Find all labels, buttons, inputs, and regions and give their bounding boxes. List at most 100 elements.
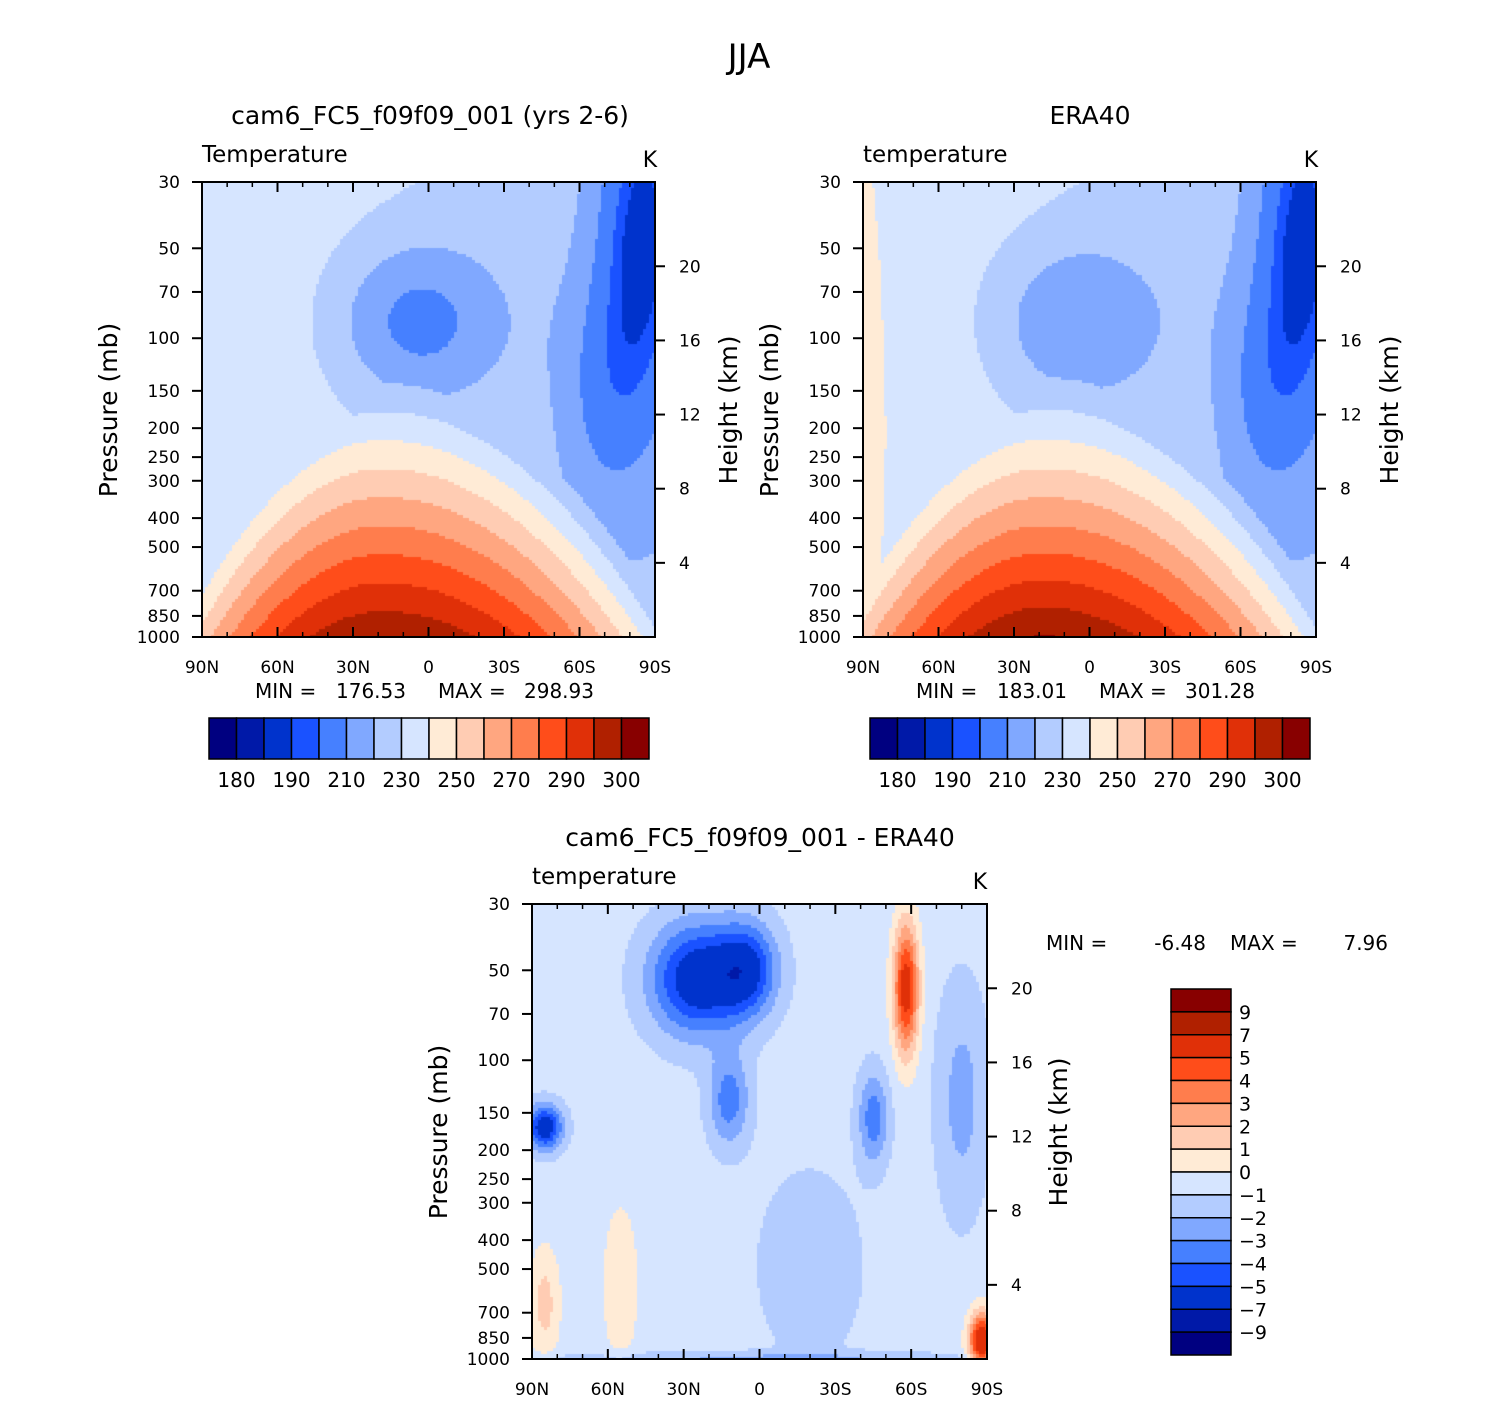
colorbar-label: 270 <box>1153 768 1191 792</box>
colorbar-label: 230 <box>382 768 420 792</box>
colorbar-swatch <box>1170 1194 1232 1219</box>
colorbar-label: 180 <box>217 768 255 792</box>
y-tick-label: 850 <box>478 1329 510 1349</box>
colorbar-swatch <box>1170 1102 1232 1127</box>
y-tick-label: 250 <box>478 1170 510 1190</box>
colorbar-swatch <box>1170 1011 1232 1036</box>
y-tick-label: 150 <box>148 382 180 402</box>
y-tick-label: 30 <box>819 173 841 193</box>
colorbar-swatch <box>1089 717 1119 760</box>
y-tick-label: 850 <box>809 607 841 627</box>
colorbar-label: 5 <box>1239 1048 1251 1070</box>
colorbar-swatch <box>979 717 1009 760</box>
colorbar-swatch <box>1170 1171 1232 1196</box>
y-right-tick-label: 4 <box>679 554 690 574</box>
y-tick-label: 700 <box>478 1304 510 1324</box>
colorbar-label: 290 <box>1208 768 1246 792</box>
colorbar-swatch <box>1034 717 1064 760</box>
y-tick-label: 200 <box>148 419 180 439</box>
colorbar-label: −3 <box>1239 1231 1267 1253</box>
x-tick-label: 30S <box>488 658 520 678</box>
colorbar-swatch <box>924 717 954 760</box>
colorbar-label: −7 <box>1239 1299 1267 1321</box>
panel-difference: cam6_FC5_f09f09_001 - ERA40 temperature … <box>424 823 1388 1400</box>
colorbar-label: −1 <box>1239 1185 1267 1207</box>
field-label: Temperature <box>201 142 348 168</box>
y-right-tick-label: 16 <box>1340 331 1362 351</box>
colorbar-label: 190 <box>272 768 310 792</box>
colorbar-label: −4 <box>1239 1254 1267 1276</box>
page-title: JJA <box>726 37 771 77</box>
max-value: 7.96 <box>1343 931 1388 955</box>
colorbar-swatch <box>1170 1262 1232 1288</box>
colorbar-label: 250 <box>437 768 475 792</box>
x-tick-label: 60N <box>260 658 294 678</box>
colorbar-swatch <box>510 717 540 760</box>
x-tick-label: 60N <box>921 658 955 678</box>
colorbar-swatch <box>1170 1079 1232 1105</box>
min-value: -6.48 <box>1154 931 1206 955</box>
min-label: MIN = <box>916 679 977 703</box>
max-label: MAX = <box>1230 931 1298 955</box>
units-label: K <box>973 870 988 895</box>
colorbar-swatch <box>373 717 403 760</box>
units-label: K <box>643 148 658 173</box>
colorbar-label: 290 <box>547 768 585 792</box>
y-right-tick-label: 20 <box>1011 979 1033 999</box>
y-tick-label: 300 <box>478 1194 510 1214</box>
y-tick-label: 150 <box>478 1104 510 1124</box>
colorbar-label: 3 <box>1239 1093 1251 1115</box>
y-axis-label: Pressure (mb) <box>424 1045 453 1219</box>
colorbar-swatch <box>1170 1217 1232 1242</box>
colorbar-label: −9 <box>1239 1322 1267 1344</box>
y-right-tick-label: 16 <box>1011 1053 1033 1073</box>
x-tick-label: 90S <box>971 1380 1003 1400</box>
y-tick-label: 50 <box>819 239 841 259</box>
y-tick-label: 200 <box>478 1141 510 1161</box>
contour-fill <box>532 904 987 1359</box>
x-tick-label: 60S <box>563 658 595 678</box>
colorbar-swatch <box>1006 717 1036 760</box>
x-tick-label: 90S <box>639 658 671 678</box>
field-label: temperature <box>863 142 1008 168</box>
colorbar-label: 9 <box>1239 1002 1251 1024</box>
y-right-tick-label: 4 <box>1340 554 1351 574</box>
min-value: 176.53 <box>336 679 406 703</box>
y-right-tick-label: 12 <box>679 406 701 426</box>
y-tick-label: 50 <box>158 239 180 259</box>
colorbar-label: 250 <box>1098 768 1136 792</box>
y-tick-label: 100 <box>148 329 180 349</box>
colorbar-swatch <box>1170 988 1232 1013</box>
colorbar-label: 270 <box>492 768 530 792</box>
y-tick-label: 1000 <box>467 1350 510 1370</box>
colorbar-label: 7 <box>1239 1025 1251 1047</box>
min-label: MIN = <box>255 679 316 703</box>
max-value: 301.28 <box>1185 679 1255 703</box>
contour-fill <box>863 182 1316 637</box>
y-tick-label: 200 <box>809 419 841 439</box>
y-tick-label: 850 <box>148 607 180 627</box>
colorbar-swatch <box>345 717 375 760</box>
y-axis-right-label: Height (km) <box>1044 1058 1073 1207</box>
panel-era40: ERA40 temperature K Pressure (mb) Height… <box>755 101 1404 792</box>
y-axis-label: Pressure (mb) <box>755 323 784 497</box>
colorbar-swatch <box>428 717 458 760</box>
colorbar-label: 210 <box>327 768 365 792</box>
y-tick-label: 400 <box>148 509 180 529</box>
colorbar-label: −5 <box>1239 1276 1267 1298</box>
x-tick-label: 30N <box>997 658 1031 678</box>
colorbar-label: 190 <box>933 768 971 792</box>
x-tick-label: 30S <box>819 1380 851 1400</box>
colorbar-swatch <box>1170 1034 1232 1059</box>
colorbar-swatch <box>1170 1239 1232 1265</box>
colorbar-swatch <box>620 717 650 760</box>
y-tick-label: 150 <box>809 382 841 402</box>
y-tick-label: 300 <box>148 472 180 492</box>
colorbar-swatch <box>1171 717 1201 760</box>
y-right-tick-label: 20 <box>679 257 701 277</box>
y-tick-label: 500 <box>478 1260 510 1280</box>
x-tick-label: 90S <box>1300 658 1332 678</box>
colorbar-swatch <box>208 717 238 760</box>
y-tick-label: 400 <box>478 1231 510 1251</box>
x-tick-label: 30N <box>336 658 370 678</box>
